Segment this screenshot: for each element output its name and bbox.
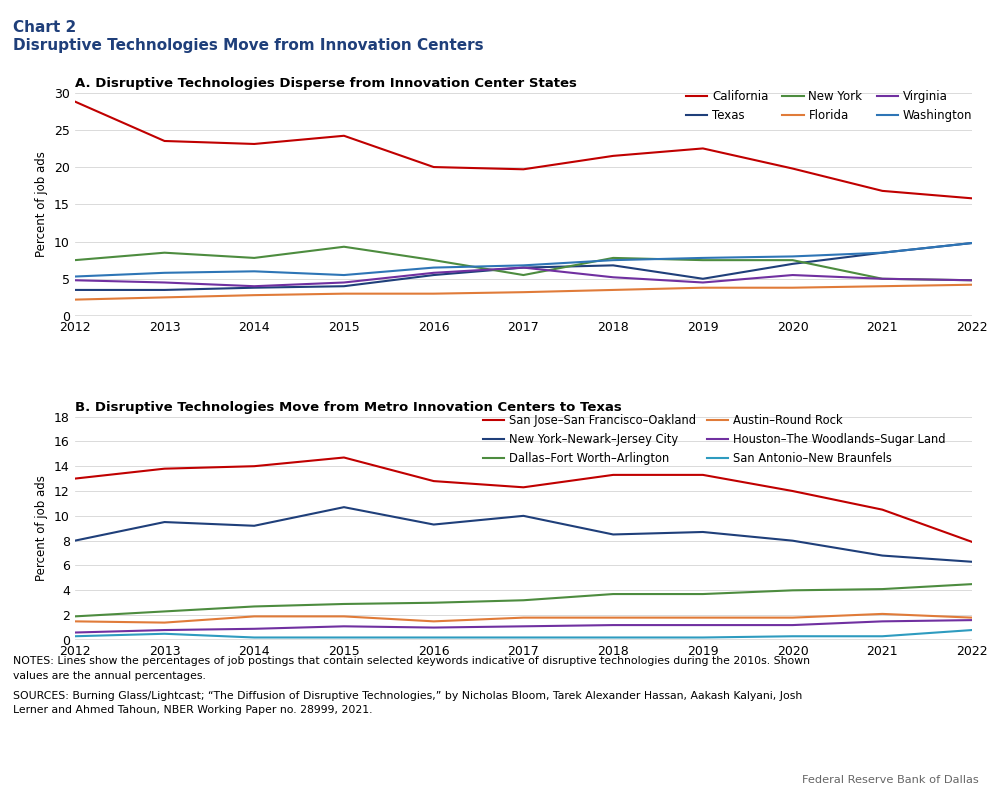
Legend: San Jose–San Francisco–Oakland, New York–Newark–Jersey City, Dallas–Fort Worth–A: San Jose–San Francisco–Oakland, New York… (484, 415, 945, 464)
Text: A. Disruptive Technologies Disperse from Innovation Center States: A. Disruptive Technologies Disperse from… (75, 77, 576, 90)
Text: B. Disruptive Technologies Move from Metro Innovation Centers to Texas: B. Disruptive Technologies Move from Met… (75, 402, 621, 415)
Text: Lerner and Ahmed Tahoun, NBER Working Paper no. 28999, 2021.: Lerner and Ahmed Tahoun, NBER Working Pa… (13, 705, 373, 716)
Text: Disruptive Technologies Move from Innovation Centers: Disruptive Technologies Move from Innova… (13, 38, 484, 53)
Y-axis label: Percent of job ads: Percent of job ads (36, 475, 49, 581)
Legend: California, Texas, New York, Florida, Virginia, Washington: California, Texas, New York, Florida, Vi… (686, 90, 972, 122)
Text: Chart 2: Chart 2 (13, 20, 76, 35)
Text: SOURCES: Burning Glass/Lightcast; “The Diffusion of Disruptive Technologies,” by: SOURCES: Burning Glass/Lightcast; “The D… (13, 691, 803, 701)
Text: values are the annual percentages.: values are the annual percentages. (13, 671, 205, 680)
Text: NOTES: Lines show the percentages of job postings that contain selected keywords: NOTES: Lines show the percentages of job… (13, 656, 810, 666)
Text: Federal Reserve Bank of Dallas: Federal Reserve Bank of Dallas (803, 775, 979, 785)
Y-axis label: Percent of job ads: Percent of job ads (36, 151, 49, 258)
